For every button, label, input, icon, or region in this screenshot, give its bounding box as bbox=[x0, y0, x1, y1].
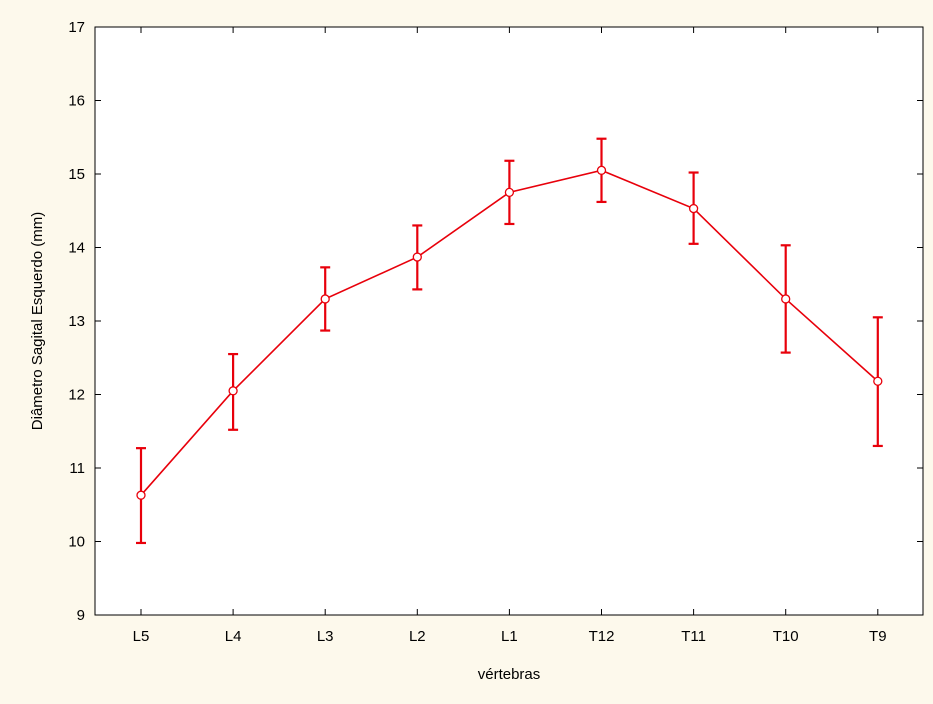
data-point bbox=[320, 294, 330, 304]
data-point bbox=[873, 376, 883, 386]
x-axis-label: vértebras bbox=[478, 666, 541, 683]
data-point bbox=[412, 252, 422, 262]
y-tick-label: 9 bbox=[77, 607, 85, 624]
y-axis-label: Diâmetro Sagital Esquerdo (mm) bbox=[29, 212, 46, 430]
x-tick-label: L1 bbox=[501, 628, 518, 645]
data-point bbox=[781, 294, 791, 304]
y-tick-label: 17 bbox=[68, 19, 85, 36]
data-point bbox=[228, 386, 238, 396]
x-tick-label: T9 bbox=[869, 628, 887, 645]
data-point bbox=[136, 490, 146, 500]
x-tick-label: L2 bbox=[409, 628, 426, 645]
y-tick-label: 10 bbox=[68, 534, 85, 551]
x-tick-label: T11 bbox=[681, 628, 706, 645]
series-layer bbox=[136, 137, 883, 545]
y-tick-label: 12 bbox=[68, 387, 85, 404]
y-tick-label: 11 bbox=[69, 460, 85, 477]
x-tick-label: T10 bbox=[773, 628, 799, 645]
x-axis: L5 L4 L3 L2 L1 T12 T11 T10 T9 bbox=[133, 27, 887, 645]
data-point bbox=[504, 187, 515, 198]
y-tick-label: 13 bbox=[68, 313, 85, 330]
y-tick-label: 15 bbox=[68, 166, 85, 183]
x-tick-label: L4 bbox=[225, 628, 242, 645]
y-axis: 9 10 11 12 13 14 15 16 17 bbox=[68, 19, 923, 624]
y-tick-label: 16 bbox=[68, 93, 85, 110]
y-tick-label: 14 bbox=[68, 240, 85, 257]
x-tick-label: L5 bbox=[133, 628, 150, 645]
x-tick-label: L3 bbox=[317, 628, 334, 645]
plot-area bbox=[94, 26, 924, 616]
x-tick-label: T12 bbox=[589, 628, 615, 645]
data-point bbox=[596, 165, 607, 175]
data-point bbox=[688, 203, 699, 214]
